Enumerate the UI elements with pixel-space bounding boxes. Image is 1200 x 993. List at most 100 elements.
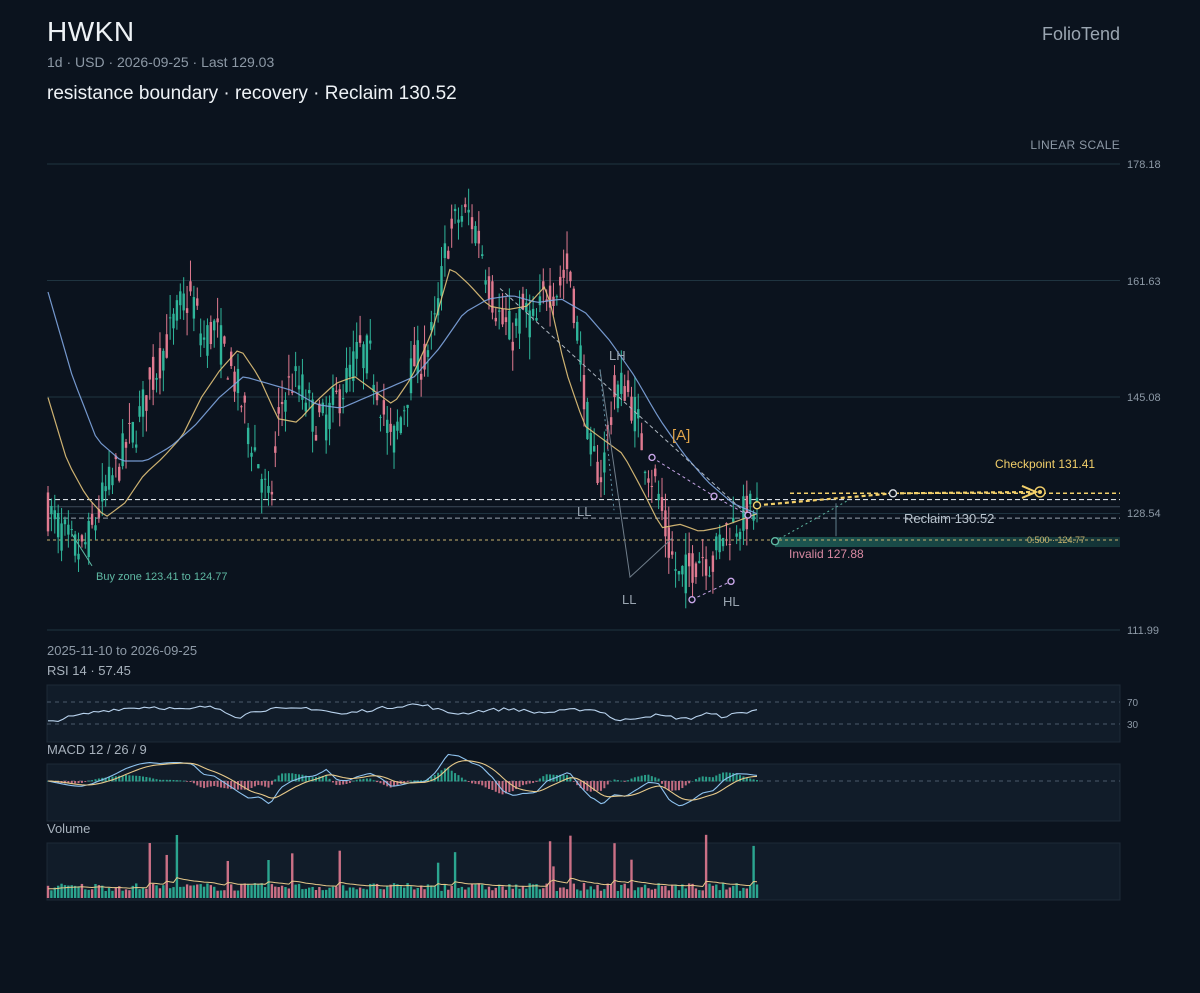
macd-histogram-bar [460, 777, 463, 782]
macd-histogram-bar [623, 781, 626, 782]
volume-bar [270, 884, 274, 898]
volume-average-line [47, 877, 758, 890]
candle-body [497, 310, 501, 312]
macd-histogram-bar [209, 781, 212, 787]
macd-histogram-bar [352, 780, 355, 782]
volume-bar [291, 853, 294, 898]
rsi-line [48, 703, 758, 722]
candle-body [213, 320, 216, 331]
volume-bar [246, 884, 250, 898]
candle-body [626, 380, 630, 392]
candle-body [331, 387, 335, 405]
macd-histogram-bar [711, 777, 714, 782]
macd-histogram-bar [104, 777, 107, 782]
volume-bar [467, 887, 470, 898]
volume-bar [460, 886, 464, 898]
candle-body [609, 417, 613, 425]
candle-body [426, 350, 430, 357]
macd-histogram-bar [406, 781, 409, 782]
volume-bar [637, 887, 640, 898]
candle-body [518, 308, 521, 334]
volume-bar [189, 885, 192, 898]
candle-body [63, 519, 67, 525]
macd-histogram-bar [243, 781, 246, 790]
volume-bar [508, 884, 511, 898]
macd-histogram-bar [667, 781, 670, 791]
volume-bar [484, 889, 487, 898]
macd-histogram-bar [549, 774, 552, 782]
candle-body [579, 345, 582, 365]
candle-body [450, 218, 453, 229]
volume-bar [219, 890, 223, 898]
macd-histogram-bar [253, 781, 256, 787]
volume-bar [728, 887, 732, 898]
volume-bar [328, 887, 331, 898]
volume-bar [494, 887, 497, 898]
volume-bar [341, 885, 345, 898]
volume-bar [111, 890, 114, 898]
macd-histogram-bar [589, 781, 592, 792]
macd-histogram-bar [508, 781, 511, 793]
volume-bar [620, 884, 623, 898]
candle-body [223, 336, 226, 344]
macd-histogram-bar [182, 780, 185, 782]
candle-body [304, 402, 308, 412]
volume-bar [101, 885, 104, 898]
volume-bar [538, 889, 542, 898]
candle-body [718, 534, 721, 553]
candle-body [430, 322, 433, 331]
macd-histogram-bar [627, 780, 630, 782]
volume-bar [175, 834, 179, 898]
candle-body [402, 410, 406, 412]
candle-body [565, 253, 569, 270]
candle-body [172, 313, 175, 329]
volume-bar [318, 887, 321, 898]
macd-histogram-bar [108, 777, 111, 782]
macd-histogram-bar [610, 780, 613, 782]
macd-histogram-bar [698, 777, 701, 782]
candle-body [643, 471, 647, 474]
volume-bar [633, 890, 637, 898]
macd-histogram-bar [94, 779, 97, 782]
volume-bar [277, 887, 280, 898]
macd-histogram-bar [206, 781, 209, 788]
macd-histogram-bar [708, 777, 711, 782]
volume-bar [457, 888, 460, 898]
volume-bar [548, 841, 552, 898]
macd-histogram-bar [257, 781, 260, 786]
macd-histogram-bar [179, 780, 182, 782]
volume-bar [240, 884, 243, 898]
volume-bar [413, 889, 416, 898]
volume-bar [131, 885, 135, 898]
macd-histogram-bar [650, 776, 653, 782]
candle-body [297, 385, 301, 390]
macd-histogram-bar [148, 777, 151, 782]
moving-averages [47, 268, 758, 532]
volume-bar [592, 889, 596, 898]
candle-body [562, 269, 565, 278]
volume-bar [87, 889, 90, 898]
macd-histogram-bar [189, 781, 192, 782]
candle-body [514, 318, 518, 326]
macd-histogram-bar [582, 781, 585, 790]
candle-body [592, 446, 596, 452]
candle-body [267, 485, 270, 493]
macd-histogram-bar [328, 778, 331, 782]
macd-histogram-bar [722, 772, 725, 782]
macd-histogram-bar [484, 781, 487, 788]
volume-bar [77, 886, 80, 898]
scale-toggle[interactable]: LINEAR SCALE [1030, 138, 1120, 152]
candle-body [708, 575, 711, 577]
macd-histogram-bar [715, 775, 718, 782]
volume-bar [487, 886, 491, 898]
candle-body [752, 513, 755, 521]
candle-body [352, 351, 355, 381]
macd-histogram-bar [572, 781, 575, 782]
candle-body [219, 325, 223, 365]
candle-body [501, 308, 504, 325]
candle-body [409, 358, 413, 394]
macd-histogram-bar [74, 781, 77, 784]
volume-bar [294, 884, 297, 898]
volume-bar [525, 888, 528, 898]
